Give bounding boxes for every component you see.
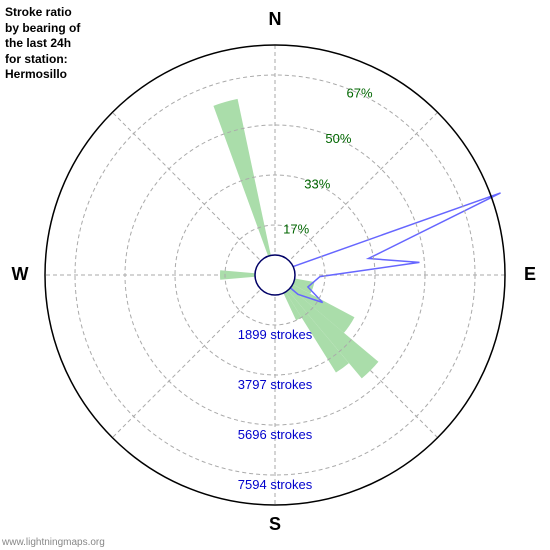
- percent-label: 50%: [325, 131, 351, 146]
- cardinal-label: S: [269, 514, 281, 534]
- cardinal-label: E: [524, 264, 536, 284]
- stroke-count-label: 3797 strokes: [238, 377, 313, 392]
- stroke-count-label: 5696 strokes: [238, 427, 313, 442]
- cardinal-label: N: [269, 9, 282, 29]
- percent-label: 17%: [283, 222, 309, 237]
- percent-label: 67%: [347, 86, 373, 101]
- ratio-wedge: [213, 99, 275, 275]
- stroke-count-label: 7594 strokes: [238, 477, 313, 492]
- center-hub: [255, 255, 295, 295]
- percent-label: 33%: [304, 176, 330, 191]
- stroke-polyline: [275, 193, 501, 303]
- cardinal-label: W: [12, 264, 29, 284]
- stroke-count-label: 1899 strokes: [238, 327, 313, 342]
- polar-chart: N E S W 17% 33% 50% 67% 1899 strokes 3797 strokes…: [0, 0, 550, 550]
